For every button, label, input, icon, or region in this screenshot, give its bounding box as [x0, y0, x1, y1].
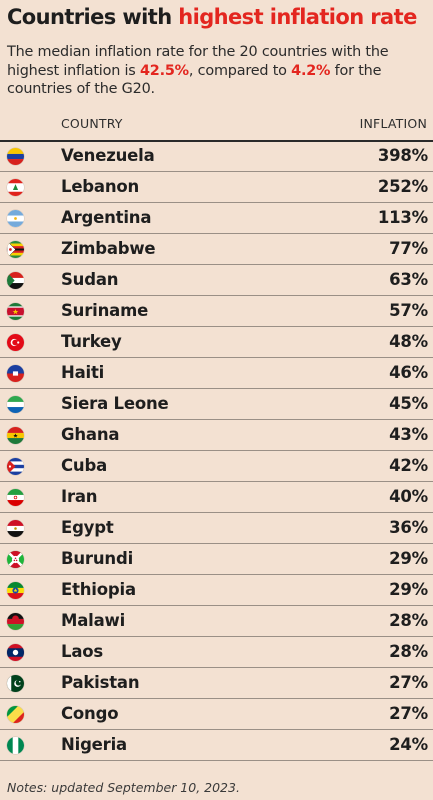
country-name: Congo — [61, 704, 119, 723]
ghana-flag-icon — [7, 427, 24, 444]
country-name: Iran — [61, 487, 98, 506]
table-row: Turkey 48% — [0, 327, 433, 358]
inflation-value: 40% — [389, 487, 428, 506]
congo-flag-icon — [7, 706, 24, 723]
country-name: Siera Leone — [61, 394, 169, 413]
table-row: Cuba 42% — [0, 451, 433, 482]
header-divider — [0, 140, 433, 142]
table-row: Venezuela 398% — [0, 141, 433, 172]
iran-flag-icon — [7, 489, 24, 506]
inflation-value: 48% — [389, 332, 428, 351]
country-column-header: COUNTRY — [61, 116, 123, 131]
inflation-value: 29% — [389, 549, 428, 568]
inflation-value: 27% — [389, 673, 428, 692]
country-name: Suriname — [61, 301, 149, 320]
inflation-value: 252% — [377, 177, 428, 196]
notes: Notes: updated September 10, 2023. — [7, 780, 240, 795]
sudan-flag-icon — [7, 272, 24, 289]
table-row: Malawi 28% — [0, 606, 433, 637]
table-header: COUNTRY INFLATION — [0, 114, 433, 134]
table-row: Ethiopia 29% — [0, 575, 433, 606]
table-row: Zimbabwe 77% — [0, 234, 433, 265]
inflation-value: 28% — [389, 611, 428, 630]
inflation-value: 46% — [389, 363, 428, 382]
inflation-value: 27% — [389, 704, 428, 723]
suriname-flag-icon — [7, 303, 24, 320]
malawi-flag-icon — [7, 613, 24, 630]
table-row: Iran 40% — [0, 482, 433, 513]
nigeria-flag-icon — [7, 737, 24, 754]
country-name: Ghana — [61, 425, 120, 444]
inflation-value: 57% — [389, 301, 428, 320]
inflation-value: 29% — [389, 580, 428, 599]
haiti-flag-icon — [7, 365, 24, 382]
table-row: Suriname 57% — [0, 296, 433, 327]
country-name: Lebanon — [61, 177, 140, 196]
country-name: Laos — [61, 642, 104, 661]
inflation-column-header: INFLATION — [359, 116, 427, 131]
venezuela-flag-icon — [7, 148, 24, 165]
zimbabwe-flag-icon — [7, 241, 24, 258]
table-row: Ghana 43% — [0, 420, 433, 451]
country-name: Egypt — [61, 518, 114, 537]
argentina-flag-icon — [7, 210, 24, 227]
table-row: Laos 28% — [0, 637, 433, 668]
inflation-value: 113% — [377, 208, 428, 227]
country-name: Argentina — [61, 208, 152, 227]
subtitle-median-value: 42.5% — [139, 62, 189, 79]
ethiopia-flag-icon — [7, 582, 24, 599]
inflation-value: 77% — [389, 239, 428, 258]
laos-flag-icon — [7, 644, 24, 661]
country-name: Turkey — [61, 332, 122, 351]
table-row: Lebanon 252% — [0, 172, 433, 203]
cuba-flag-icon — [7, 458, 24, 475]
country-name: Malawi — [61, 611, 126, 630]
inflation-value: 28% — [389, 642, 428, 661]
inflation-value: 45% — [389, 394, 428, 413]
country-name: Sudan — [61, 270, 119, 289]
country-name: Zimbabwe — [61, 239, 156, 258]
country-name: Nigeria — [61, 735, 127, 754]
sierra-leone-flag-icon — [7, 396, 24, 413]
inflation-value: 398% — [377, 146, 428, 165]
title-highlight: highest inflation rate — [178, 5, 417, 29]
country-name: Venezuela — [61, 146, 155, 165]
burundi-flag-icon — [7, 551, 24, 568]
country-name: Haiti — [61, 363, 105, 382]
table-body: Venezuela 398% Lebanon 252% Argentina 113% Zim… — [0, 141, 433, 761]
table-row: Haiti 46% — [0, 358, 433, 389]
country-name: Ethiopia — [61, 580, 136, 599]
lebanon-flag-icon — [7, 179, 24, 196]
inflation-value: 63% — [389, 270, 428, 289]
table-row: Nigeria 24% — [0, 730, 433, 761]
inflation-value: 43% — [389, 425, 428, 444]
subtitle-text-2: , compared to — [188, 62, 292, 79]
inflation-value: 42% — [389, 456, 428, 475]
subtitle-g20-value: 4.2% — [291, 62, 331, 79]
turkey-flag-icon — [7, 334, 24, 351]
chart-subtitle: The median inflation rate for the 20 cou… — [7, 43, 431, 99]
country-name: Pakistan — [61, 673, 140, 692]
inflation-value: 36% — [389, 518, 428, 537]
table-row: Egypt 36% — [0, 513, 433, 544]
pakistan-flag-icon — [7, 675, 24, 692]
subtitle-text-1: The median inflation rate for the 20 cou… — [7, 44, 389, 79]
subtitle-text-3: for the countries of the G20. — [7, 62, 382, 98]
table-row: Pakistan 27% — [0, 668, 433, 699]
table-row: Argentina 113% — [0, 203, 433, 234]
table-row: Burundi 29% — [0, 544, 433, 575]
chart-title: Countries with highest inflation rate — [7, 5, 431, 29]
egypt-flag-icon — [7, 520, 24, 537]
table-row: Siera Leone 45% — [0, 389, 433, 420]
title-text: Countries with — [7, 5, 179, 29]
country-name: Burundi — [61, 549, 134, 568]
table-row: Sudan 63% — [0, 265, 433, 296]
inflation-value: 24% — [389, 735, 428, 754]
country-name: Cuba — [61, 456, 108, 475]
table-row: Congo 27% — [0, 699, 433, 730]
